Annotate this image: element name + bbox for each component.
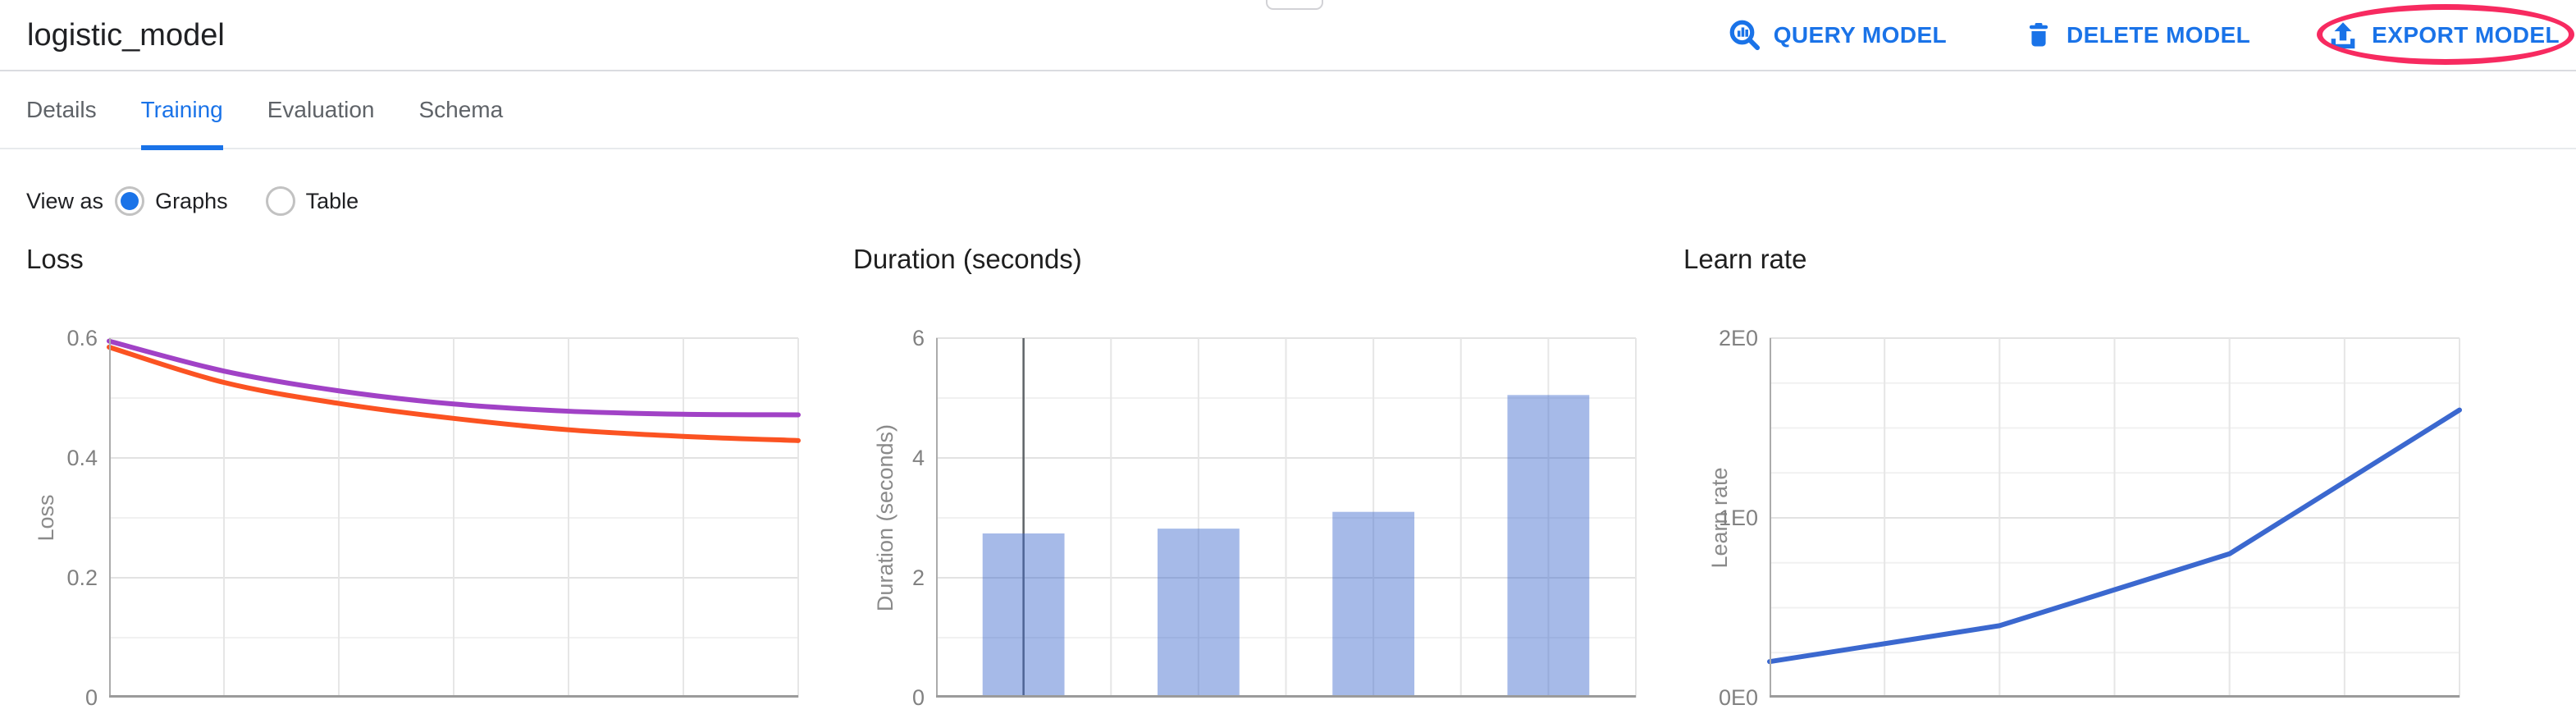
- view-as-label: View as: [26, 188, 104, 213]
- loss-orange-line[interactable]: [107, 344, 801, 443]
- view-as-graphs-radio[interactable]: Graphs: [115, 186, 228, 216]
- header-divider: [0, 70, 2576, 71]
- query-magnifier-icon: [1728, 18, 1762, 53]
- learn-rate-plot[interactable]: [1767, 337, 2462, 698]
- loss-purple-line[interactable]: [107, 338, 801, 418]
- y-tick-label: 6: [911, 326, 925, 350]
- delete-model-label: DELETE MODEL: [2067, 22, 2251, 48]
- y-tick-label: 2E0: [1718, 326, 1758, 350]
- tab-training[interactable]: Training: [140, 71, 223, 150]
- tab-schema[interactable]: Schema: [418, 97, 504, 122]
- upload-icon: [2326, 18, 2360, 53]
- y-tick-label: 0.2: [66, 565, 98, 590]
- learn-rate-line[interactable]: [1767, 407, 2462, 665]
- tab-details[interactable]: Details: [26, 97, 97, 122]
- y-tick-label: 4: [911, 446, 925, 470]
- export-model-label: EXPORT MODEL: [2372, 22, 2560, 48]
- duration-y-axis-label: Duration (seconds): [873, 423, 897, 612]
- delete-model-button[interactable]: DELETE MODEL: [2022, 19, 2250, 52]
- export-model-button[interactable]: EXPORT MODEL: [2326, 18, 2560, 53]
- loss-chart-title: Loss: [26, 244, 84, 274]
- y-tick-label: 0E0: [1718, 685, 1758, 710]
- learn-rate-chart-title: Learn rate: [1683, 244, 1807, 274]
- page-title: logistic_model: [27, 18, 225, 53]
- table-radio-label: Table: [305, 188, 359, 213]
- y-tick-label: 0: [911, 685, 925, 710]
- query-model-button[interactable]: QUERY MODEL: [1728, 18, 1947, 53]
- loss-y-axis-label: Loss: [34, 494, 58, 542]
- view-as-table-radio[interactable]: Table: [265, 186, 359, 216]
- y-tick-label: 0.6: [66, 326, 98, 350]
- y-tick-label: 0.4: [66, 446, 98, 470]
- y-tick-label: 2: [911, 565, 925, 590]
- radio-button-icon[interactable]: [265, 186, 295, 216]
- radio-button-icon[interactable]: [115, 186, 145, 216]
- tab-bar: Details Training Evaluation Schema: [0, 71, 2576, 150]
- view-as-control: View as Graphs Table: [26, 182, 396, 220]
- tab-evaluation[interactable]: Evaluation: [267, 97, 375, 122]
- partial-popup-remnant: [1266, 0, 1323, 10]
- duration-bar[interactable]: [982, 533, 1065, 698]
- loss-plot[interactable]: [107, 337, 801, 698]
- duration-seconds--plot[interactable]: [936, 337, 1637, 698]
- graphs-radio-label: Graphs: [155, 188, 228, 213]
- page-header: logistic_model QUERY MODEL: [0, 0, 2576, 71]
- y-tick-label: 1E0: [1718, 506, 1758, 530]
- duration-bar[interactable]: [1507, 395, 1590, 698]
- query-model-label: QUERY MODEL: [1773, 22, 1948, 48]
- header-actions: QUERY MODEL DELETE MODEL: [1728, 0, 2560, 71]
- trash-icon: [2022, 19, 2055, 52]
- duration-chart-title: Duration (seconds): [853, 244, 1082, 274]
- duration-bar[interactable]: [1157, 529, 1240, 698]
- y-tick-label: 0: [84, 685, 98, 710]
- duration-bar[interactable]: [1332, 511, 1415, 698]
